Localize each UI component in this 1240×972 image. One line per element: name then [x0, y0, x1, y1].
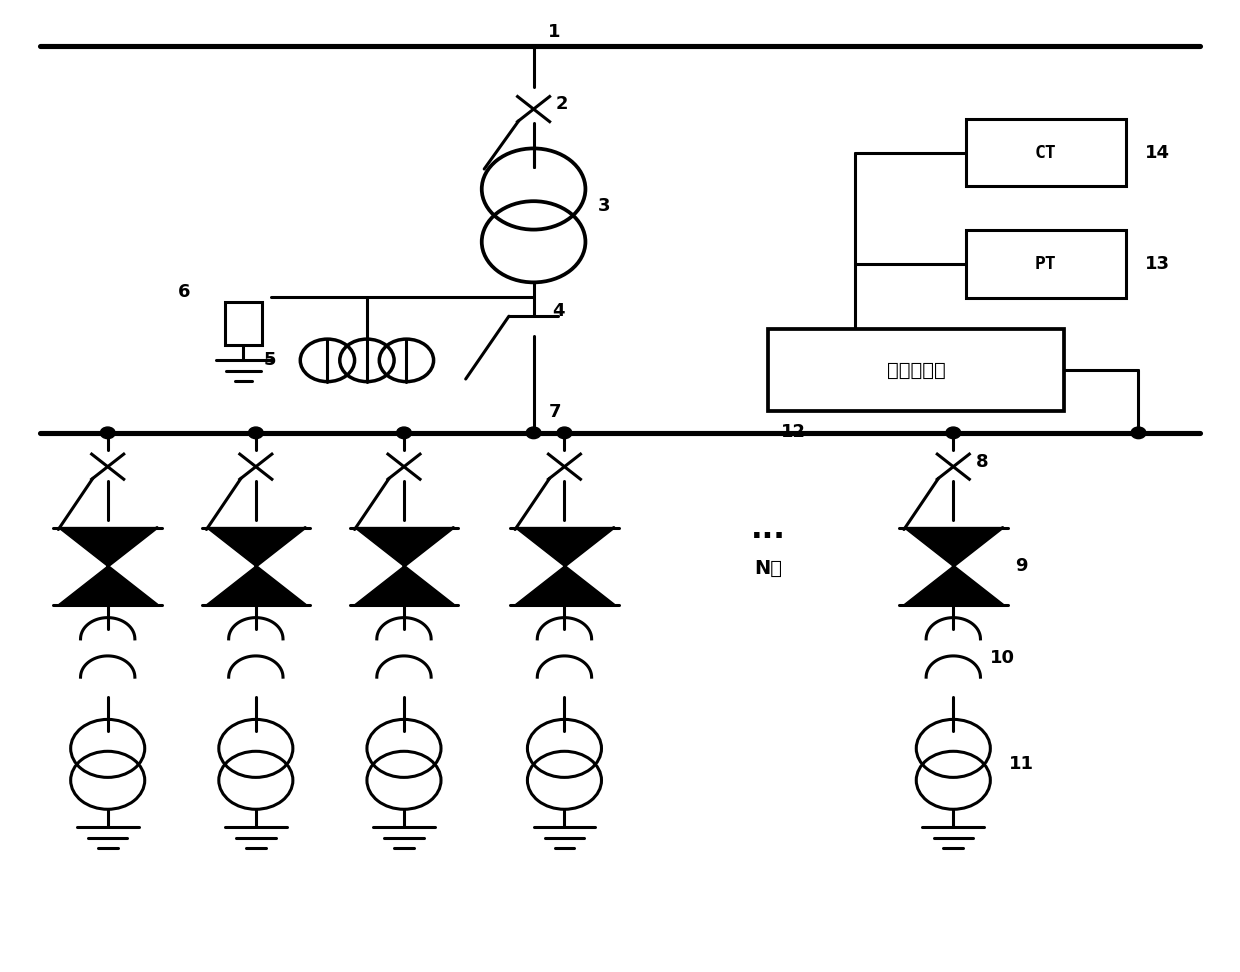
Polygon shape [207, 567, 305, 605]
Circle shape [248, 427, 263, 438]
Text: PT: PT [1035, 255, 1056, 273]
Text: 7: 7 [548, 402, 560, 421]
Circle shape [100, 427, 115, 438]
Circle shape [526, 427, 541, 438]
Polygon shape [58, 528, 157, 567]
Circle shape [557, 427, 572, 438]
Text: 14: 14 [1145, 144, 1169, 161]
Bar [966, 119, 1126, 187]
Text: N组: N组 [754, 559, 782, 577]
Text: 1: 1 [548, 22, 560, 41]
Circle shape [946, 427, 961, 438]
Text: 10: 10 [991, 649, 1016, 667]
Text: 13: 13 [1145, 255, 1169, 273]
Bar [224, 301, 262, 345]
Polygon shape [355, 567, 454, 605]
Text: 5: 5 [263, 351, 275, 369]
Text: 8: 8 [976, 453, 988, 470]
Text: 9: 9 [1016, 557, 1028, 575]
Text: 12: 12 [780, 424, 806, 441]
Polygon shape [515, 528, 614, 567]
Polygon shape [904, 567, 1003, 605]
Polygon shape [58, 567, 157, 605]
Text: 2: 2 [556, 95, 568, 114]
Text: ...: ... [750, 515, 786, 544]
Polygon shape [904, 528, 1003, 567]
Circle shape [397, 427, 412, 438]
Circle shape [1131, 427, 1146, 438]
Text: 3: 3 [598, 196, 610, 215]
Polygon shape [515, 567, 614, 605]
Polygon shape [207, 528, 305, 567]
Text: 微机控制器: 微机控制器 [887, 361, 946, 379]
Polygon shape [355, 528, 454, 567]
Text: CT: CT [1035, 144, 1056, 161]
Text: 6: 6 [179, 283, 191, 301]
Bar [768, 329, 1064, 411]
Text: 4: 4 [552, 302, 564, 321]
Bar [966, 230, 1126, 297]
Text: 11: 11 [1009, 755, 1034, 774]
